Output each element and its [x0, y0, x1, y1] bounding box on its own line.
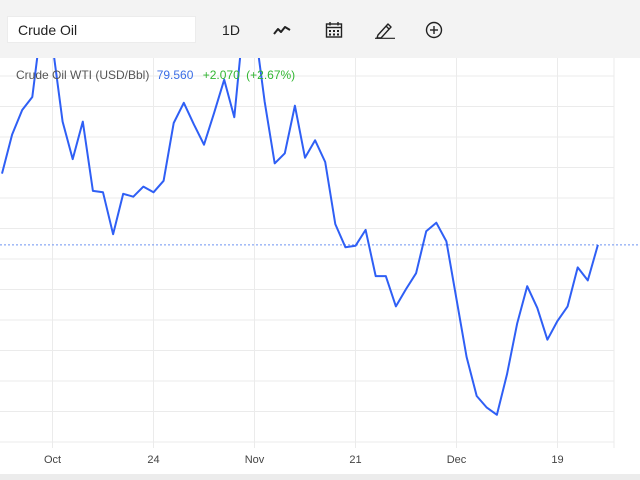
legend-series-name: Crude Oil WTI (USD/Bbl)	[16, 68, 150, 82]
series-legend: Crude Oil WTI (USD/Bbl) 79.560 +2.070 (+…	[16, 68, 295, 82]
plus-circle-icon	[425, 21, 443, 38]
calendar-icon	[325, 21, 343, 38]
compare-add-button[interactable]	[418, 16, 450, 43]
symbol-search-input[interactable]: Crude Oil	[7, 16, 196, 43]
interval-button[interactable]: 1D	[222, 21, 240, 38]
x-tick-label: 19	[551, 454, 563, 466]
x-tick-label: Nov	[245, 454, 265, 466]
x-axis-ticks: Oct 24 Nov 21 Dec 19	[44, 454, 564, 466]
legend-change-percent: (+2.67%)	[246, 68, 296, 82]
price-chart[interactable]: Oct 24 Nov 21 Dec 19	[0, 58, 640, 474]
line-style-icon	[273, 25, 291, 35]
legend-change: +2.070	[202, 68, 240, 82]
x-tick-label: Dec	[447, 454, 467, 466]
chart-grid	[0, 58, 615, 448]
date-range-button[interactable]	[318, 16, 350, 43]
pencil-icon	[375, 22, 395, 39]
chart-toolbar: Crude Oil 1D	[0, 0, 640, 58]
x-tick-label: Oct	[44, 454, 61, 466]
x-tick-label: 24	[147, 454, 159, 466]
bottom-scrollbar[interactable]	[0, 474, 640, 480]
price-series-line	[1, 58, 599, 416]
x-tick-label: 21	[349, 454, 361, 466]
legend-price: 79.560	[156, 68, 194, 82]
drawing-tools-button[interactable]	[369, 16, 401, 43]
chart-style-button[interactable]	[266, 16, 298, 43]
